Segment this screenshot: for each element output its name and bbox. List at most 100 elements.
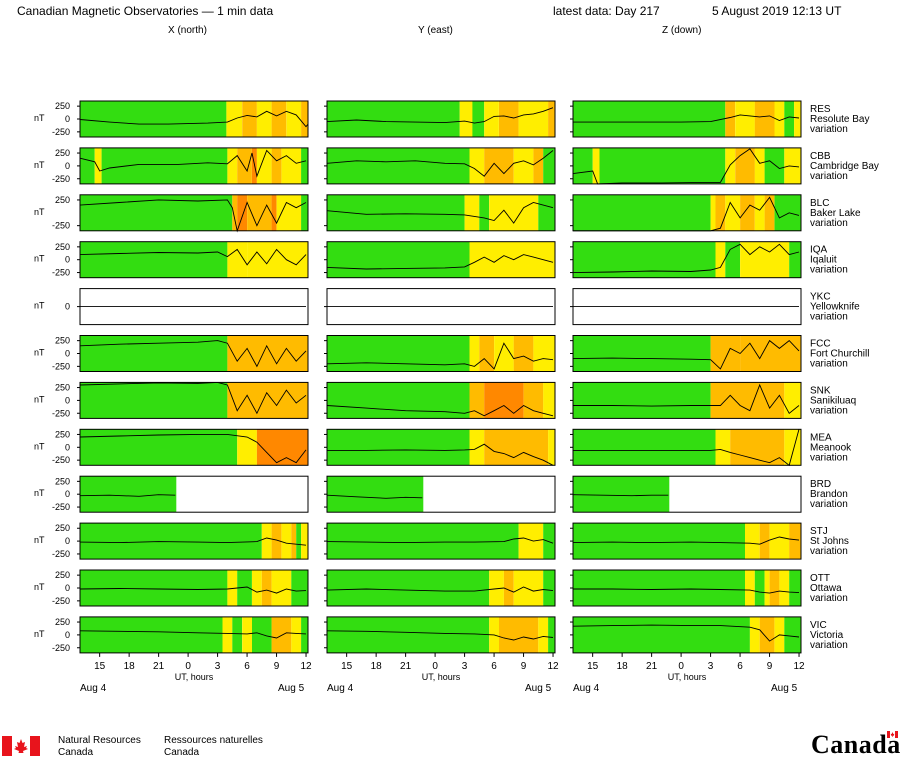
activity-band (513, 147, 534, 184)
y-tick-label: 0 (65, 255, 70, 265)
activity-band (261, 523, 272, 560)
activity-band (740, 194, 755, 231)
y-tick-label: 250 (55, 242, 70, 252)
activity-band (301, 616, 308, 653)
y-unit-label: nT (34, 160, 45, 170)
station-code: BRD (810, 479, 831, 490)
latest-data-label: latest data: Day 217 (553, 4, 660, 18)
activity-band (543, 382, 555, 419)
activity-band (327, 476, 424, 513)
y-unit-label: nT (34, 254, 45, 264)
y-unit-label: nT (34, 582, 45, 592)
activity-band (464, 194, 480, 231)
activity-band (327, 523, 519, 560)
y-tick-label: 0 (65, 583, 70, 593)
activity-band (301, 101, 308, 137)
trace-line (572, 624, 800, 642)
activity-band (469, 147, 485, 184)
activity-band (499, 616, 539, 653)
activity-band (479, 194, 490, 231)
activity-band (784, 429, 801, 466)
activity-band (518, 101, 549, 137)
activity-band (94, 147, 102, 184)
trace-line (79, 199, 307, 233)
x-tick-label: 15 (341, 661, 353, 672)
activity-band (794, 101, 801, 137)
activity-band (754, 101, 775, 137)
activity-band (749, 616, 760, 653)
station-name: Resolute Bay (810, 114, 869, 125)
column-header-x: X (north) (168, 25, 207, 36)
station-code: SNK (810, 385, 831, 396)
activity-band (80, 570, 228, 606)
y-tick-label: -250 (52, 408, 70, 418)
panel-frame (326, 194, 556, 232)
y-tick-label: -250 (52, 455, 70, 465)
activity-band (80, 335, 228, 372)
activity-band (573, 429, 716, 466)
station-note: variation (810, 312, 848, 323)
activity-band (710, 194, 716, 231)
trace-line (79, 630, 307, 639)
y-tick-label: -250 (52, 549, 70, 559)
station-name: Fort Churchill (810, 349, 869, 360)
x-date-right: Aug 5 (771, 683, 798, 694)
y-tick-label: 250 (55, 195, 70, 205)
x-date-right: Aug 5 (525, 683, 552, 694)
activity-band (276, 194, 302, 231)
activity-band (459, 101, 473, 137)
station-code: CBB (810, 151, 831, 162)
nrcan-french-line1: Ressources naturelles (164, 735, 263, 746)
activity-band (789, 570, 801, 606)
activity-band (327, 147, 470, 184)
activity-band (759, 523, 770, 560)
activity-band (291, 570, 308, 606)
activity-band (548, 101, 555, 137)
activity-band (573, 335, 711, 372)
activity-band (518, 523, 544, 560)
activity-band (301, 147, 308, 184)
trace-line (326, 342, 554, 370)
y-unit-label: nT (34, 301, 45, 311)
station-code: BLC (810, 198, 829, 209)
activity-band (754, 147, 765, 184)
activity-band (232, 616, 243, 653)
activity-band (327, 616, 490, 653)
activity-band (227, 241, 248, 278)
activity-band (754, 570, 765, 606)
x-tick-label: 12 (547, 661, 559, 672)
activity-band (281, 147, 302, 184)
activity-band (573, 570, 745, 606)
y-tick-label: 250 (55, 617, 70, 627)
activity-band (745, 570, 755, 606)
y-tick-label: 0 (65, 114, 70, 124)
x-axis-label: UT, hours (422, 672, 461, 682)
x-tick-label: 0 (678, 661, 684, 672)
activity-band (472, 101, 485, 137)
y-unit-label: nT (34, 207, 45, 217)
y-tick-label: 250 (55, 476, 70, 486)
activity-band (779, 570, 790, 606)
wordmark-flag-icon (887, 731, 898, 738)
activity-band (548, 429, 555, 466)
activity-band (710, 382, 785, 419)
station-code: RES (810, 104, 831, 115)
chart-title: Canadian Magnetic Observatories — 1 min … (17, 4, 273, 18)
activity-band (764, 147, 785, 184)
activity-band (754, 194, 765, 231)
station-note: variation (810, 546, 848, 557)
activity-band (784, 382, 801, 419)
activity-band (327, 241, 470, 278)
x-tick-label: 0 (432, 661, 438, 672)
trace-line (79, 537, 307, 546)
x-tick-label: 12 (793, 661, 805, 672)
activity-band (469, 429, 485, 466)
activity-band (533, 147, 544, 184)
x-axis-0: 15 18 21 0 3 6 9 12 UT, hours Aug 4 Aug 5 (80, 652, 312, 694)
y-unit-label: nT (34, 113, 45, 123)
